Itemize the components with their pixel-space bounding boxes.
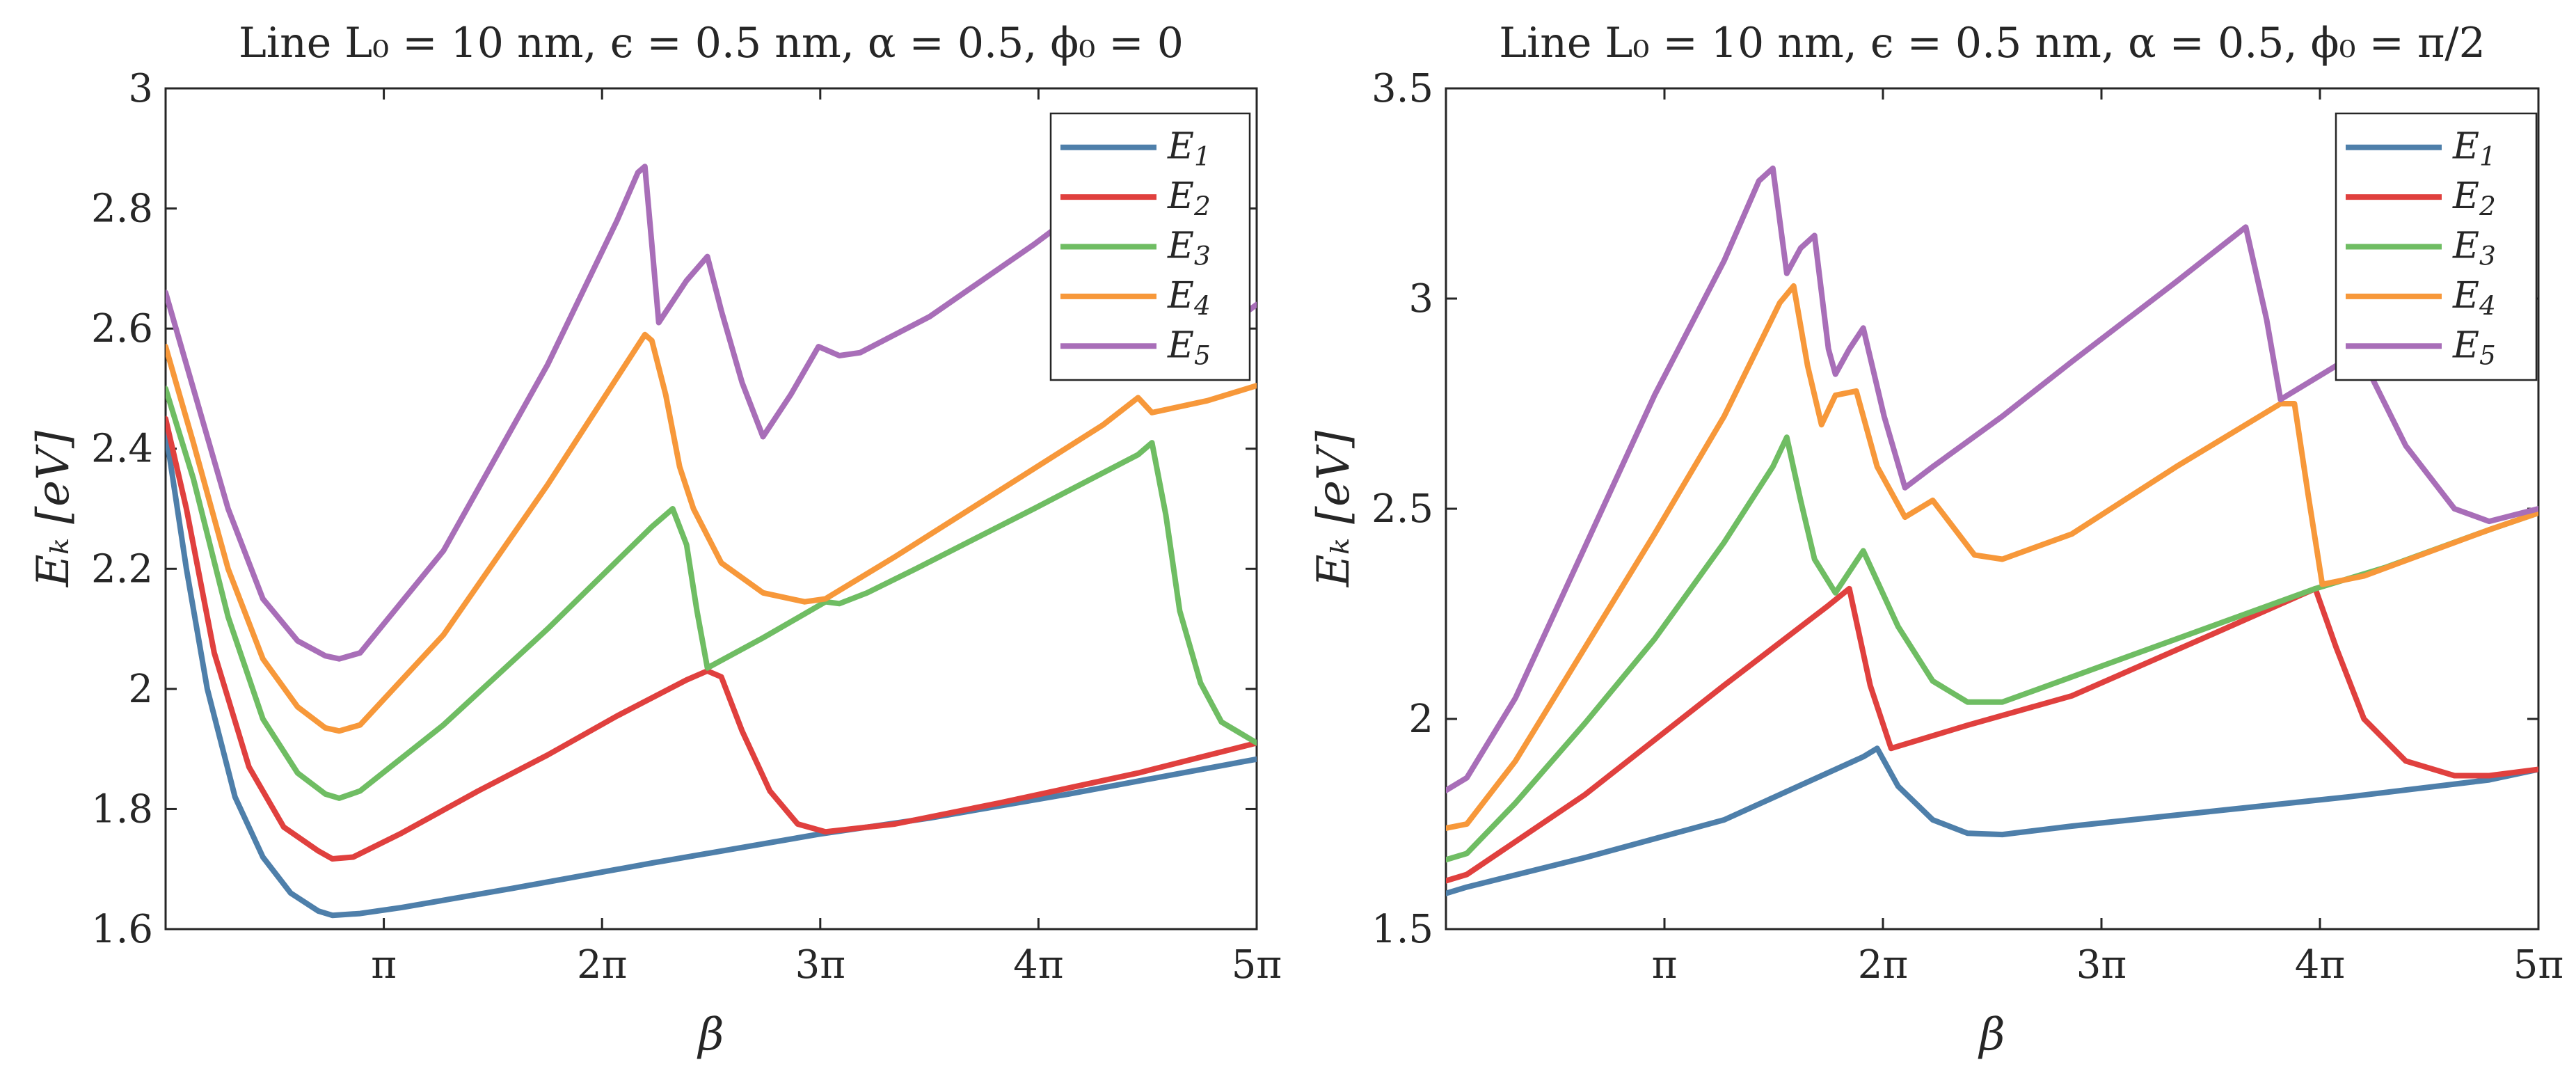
series-lines xyxy=(1446,165,2538,896)
y-tick-label: 2.6 xyxy=(91,306,153,351)
x-tick-label: 5π xyxy=(1232,942,1282,988)
legend-label-e1: E1 xyxy=(2452,126,2496,172)
y-tick-label: 2 xyxy=(1408,697,1433,742)
y-tick-label: 2.8 xyxy=(91,187,153,232)
chart-panel-1: Line L₀ = 10 nm, ϵ = 0.5 nm, α = 0.5, ϕ₀… xyxy=(28,19,1282,1061)
y-tick-label: 3 xyxy=(1408,276,1433,322)
chart-title: Line L₀ = 10 nm, ϵ = 0.5 nm, α = 0.5, ϕ₀… xyxy=(239,19,1184,68)
y-tick-label: 2.5 xyxy=(1372,486,1433,532)
x-tick-label: 4π xyxy=(2295,942,2345,988)
x-tick-label: 3π xyxy=(2076,942,2126,988)
x-tick-label: 4π xyxy=(1013,942,1063,988)
series-line-e4 xyxy=(166,331,1257,734)
y-tick-label: 3.5 xyxy=(1372,66,1433,111)
legend-label-e4: E4 xyxy=(2452,275,2496,321)
chart-panel-2: Line L₀ = 10 nm, ϵ = 0.5 nm, α = 0.5, ϕ₀… xyxy=(1308,19,2563,1061)
legend-label-e4: E4 xyxy=(1167,275,1211,321)
legend-label-e5: E5 xyxy=(2452,324,2496,370)
legend-label-e3: E3 xyxy=(1167,225,1211,271)
axes-frame xyxy=(164,87,1258,931)
x-tick-label: π xyxy=(371,942,397,988)
series-line-e1 xyxy=(1446,745,2538,896)
y-tick-label: 3 xyxy=(128,66,153,111)
y-tick-label: 1.6 xyxy=(91,907,153,952)
series-line-e2 xyxy=(166,415,1257,862)
legend-label-e2: E2 xyxy=(2452,175,2496,221)
x-tick-label: 2π xyxy=(577,942,627,988)
series-lines xyxy=(166,164,1257,919)
series-line-e5 xyxy=(1446,165,2538,793)
chart-title: Line L₀ = 10 nm, ϵ = 0.5 nm, α = 0.5, ϕ₀… xyxy=(1499,19,2486,68)
y-tick-label: 1.5 xyxy=(1372,907,1433,952)
series-line-e3 xyxy=(1446,434,2538,863)
series-line-e2 xyxy=(1446,585,2538,884)
x-tick-label: π xyxy=(1652,942,1678,988)
legend-label-e5: E5 xyxy=(1167,324,1211,370)
legend-label-e3: E3 xyxy=(2452,225,2496,271)
y-axis-label: Eₖ [eV] xyxy=(28,430,79,587)
series-line-e4 xyxy=(1446,283,2538,831)
x-axis-label: β xyxy=(1978,1009,2005,1061)
y-tick-label: 1.8 xyxy=(91,786,153,832)
x-axis-label: β xyxy=(697,1009,724,1061)
legend-label-e2: E2 xyxy=(1167,175,1211,221)
legend-label-e1: E1 xyxy=(1167,126,1211,172)
x-tick-label: 5π xyxy=(2513,942,2563,988)
y-tick-label: 2 xyxy=(128,667,153,712)
y-axis-label: Eₖ [eV] xyxy=(1308,430,1360,587)
x-tick-label: 3π xyxy=(795,942,845,988)
y-tick-label: 2.2 xyxy=(91,546,153,592)
series-line-e5 xyxy=(166,164,1257,662)
series-line-e3 xyxy=(166,386,1257,801)
x-tick-label: 2π xyxy=(1858,942,1908,988)
y-tick-label: 2.4 xyxy=(91,427,153,472)
